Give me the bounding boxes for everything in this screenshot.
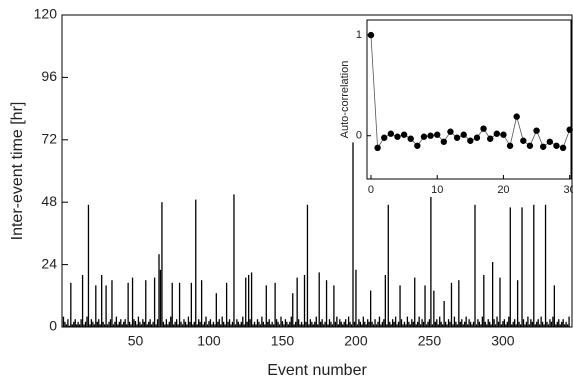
plot-frame	[366, 19, 572, 180]
point	[427, 132, 434, 139]
x-tick-label: 10	[431, 184, 443, 196]
x-tick-label: 150	[271, 333, 295, 349]
point	[520, 137, 527, 144]
x-tick-label: 50	[128, 333, 144, 349]
point	[486, 135, 494, 142]
point	[566, 126, 573, 133]
y-tick-label: 1	[356, 29, 362, 41]
y-tick-label: 48	[41, 193, 57, 209]
point	[394, 133, 401, 140]
x-tick-label: 20	[497, 184, 509, 196]
point	[447, 128, 454, 135]
point	[526, 142, 534, 149]
point	[559, 144, 567, 152]
point	[513, 113, 520, 120]
y-tick-label: 0	[356, 130, 362, 142]
y-tick-label: 72	[41, 131, 57, 147]
point	[434, 131, 441, 138]
point	[493, 130, 501, 137]
y-axis-label: Inter-event time [hr]	[9, 102, 26, 241]
point	[500, 131, 507, 138]
x-tick-label: 0	[368, 184, 374, 196]
y-tick-label: 24	[41, 255, 57, 271]
point	[440, 138, 448, 145]
point	[539, 143, 547, 150]
point	[407, 135, 414, 142]
point	[420, 133, 428, 140]
point	[473, 134, 481, 141]
y-tick-label: 96	[41, 68, 57, 84]
point	[381, 134, 388, 141]
point	[460, 131, 467, 138]
x-tick-label: 300	[491, 333, 515, 349]
x-tick-label: 30	[564, 184, 573, 196]
point	[387, 130, 395, 137]
x-axis-label: Event number	[267, 362, 367, 379]
y-axis-label: Auto-correlation	[339, 61, 351, 139]
point	[506, 142, 514, 149]
x-tick-label: 100	[197, 333, 221, 349]
point	[546, 138, 554, 145]
point	[480, 125, 487, 132]
point	[400, 131, 408, 138]
point	[414, 142, 421, 149]
y-tick-label: 0	[49, 318, 57, 334]
y-tick-label: 120	[34, 6, 58, 22]
x-tick-label: 200	[344, 333, 368, 349]
point	[367, 31, 375, 39]
point	[533, 127, 540, 134]
x-tick-label: 250	[418, 333, 442, 349]
point	[467, 137, 474, 144]
point	[453, 134, 461, 141]
point	[374, 144, 381, 152]
point	[553, 142, 560, 149]
